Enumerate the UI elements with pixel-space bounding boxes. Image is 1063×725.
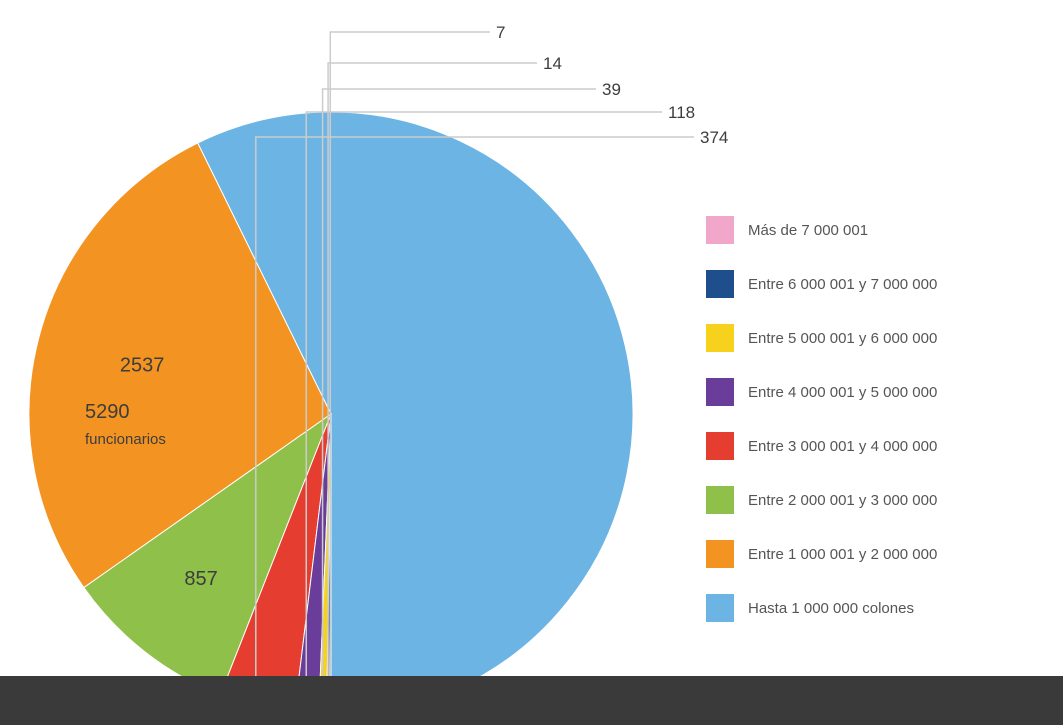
legend-swatch <box>706 594 734 622</box>
chart-legend: Más de 7 000 001 Entre 6 000 001 y 7 000 … <box>706 203 1063 635</box>
slice-value-label: 39 <box>602 80 621 99</box>
legend-swatch <box>706 486 734 514</box>
legend-label: Entre 1 000 001 y 2 000 000 <box>748 545 938 563</box>
legend-item: Más de 7 000 001 <box>706 203 1063 257</box>
legend-label: Entre 6 000 001 y 7 000 000 <box>748 275 938 293</box>
legend-item: Entre 6 000 001 y 7 000 000 <box>706 257 1063 311</box>
callout-leader-line <box>329 31 490 720</box>
callout-leader-line <box>255 136 694 711</box>
legend-swatch <box>706 216 734 244</box>
legend-label: Más de 7 000 001 <box>748 221 869 239</box>
legend-item: Entre 4 000 001 y 5 000 000 <box>706 365 1063 419</box>
callout-leader-line <box>327 62 537 720</box>
callout-leader-line <box>321 88 596 720</box>
legend-label: Entre 5 000 001 y 6 000 000 <box>748 329 938 347</box>
legend-swatch <box>706 540 734 568</box>
legend-item: Entre 5 000 001 y 6 000 000 <box>706 311 1063 365</box>
legend-label: Entre 3 000 001 y 4 000 000 <box>748 437 938 455</box>
legend-label: Entre 4 000 001 y 5 000 000 <box>748 383 938 401</box>
slice-value-labels: 5290 funcionarios 2537 857 374 118 39 14 7 <box>85 23 728 590</box>
slice-value-label: 2537 <box>120 355 165 377</box>
pie-slice <box>28 142 332 589</box>
slice-value-label: 5290 <box>85 401 130 423</box>
slice-value-label: 14 <box>543 54 562 73</box>
slice-value-label: 857 <box>184 568 217 590</box>
legend-item: Entre 2 000 001 y 3 000 000 <box>706 473 1063 527</box>
legend-label: Entre 2 000 001 y 3 000 000 <box>748 491 938 509</box>
legend-swatch <box>706 324 734 352</box>
legend-item: Entre 1 000 001 y 2 000 000 <box>706 527 1063 581</box>
slice-value-label: 374 <box>700 128 728 147</box>
legend-item: Entre 3 000 001 y 4 000 000 <box>706 419 1063 473</box>
slice-value-label: 7 <box>496 23 505 42</box>
slice-value-label: funcionarios <box>85 431 166 448</box>
callout-leader-lines <box>255 31 694 720</box>
slice-value-label: 118 <box>668 103 695 122</box>
legend-swatch <box>706 270 734 298</box>
legend-swatch <box>706 432 734 460</box>
callout-leader-line <box>305 111 662 719</box>
legend-item: Hasta 1 000 000 colones <box>706 581 1063 635</box>
legend-label: Hasta 1 000 000 colones <box>748 599 914 617</box>
legend-swatch <box>706 378 734 406</box>
bottom-bar <box>0 676 1063 725</box>
